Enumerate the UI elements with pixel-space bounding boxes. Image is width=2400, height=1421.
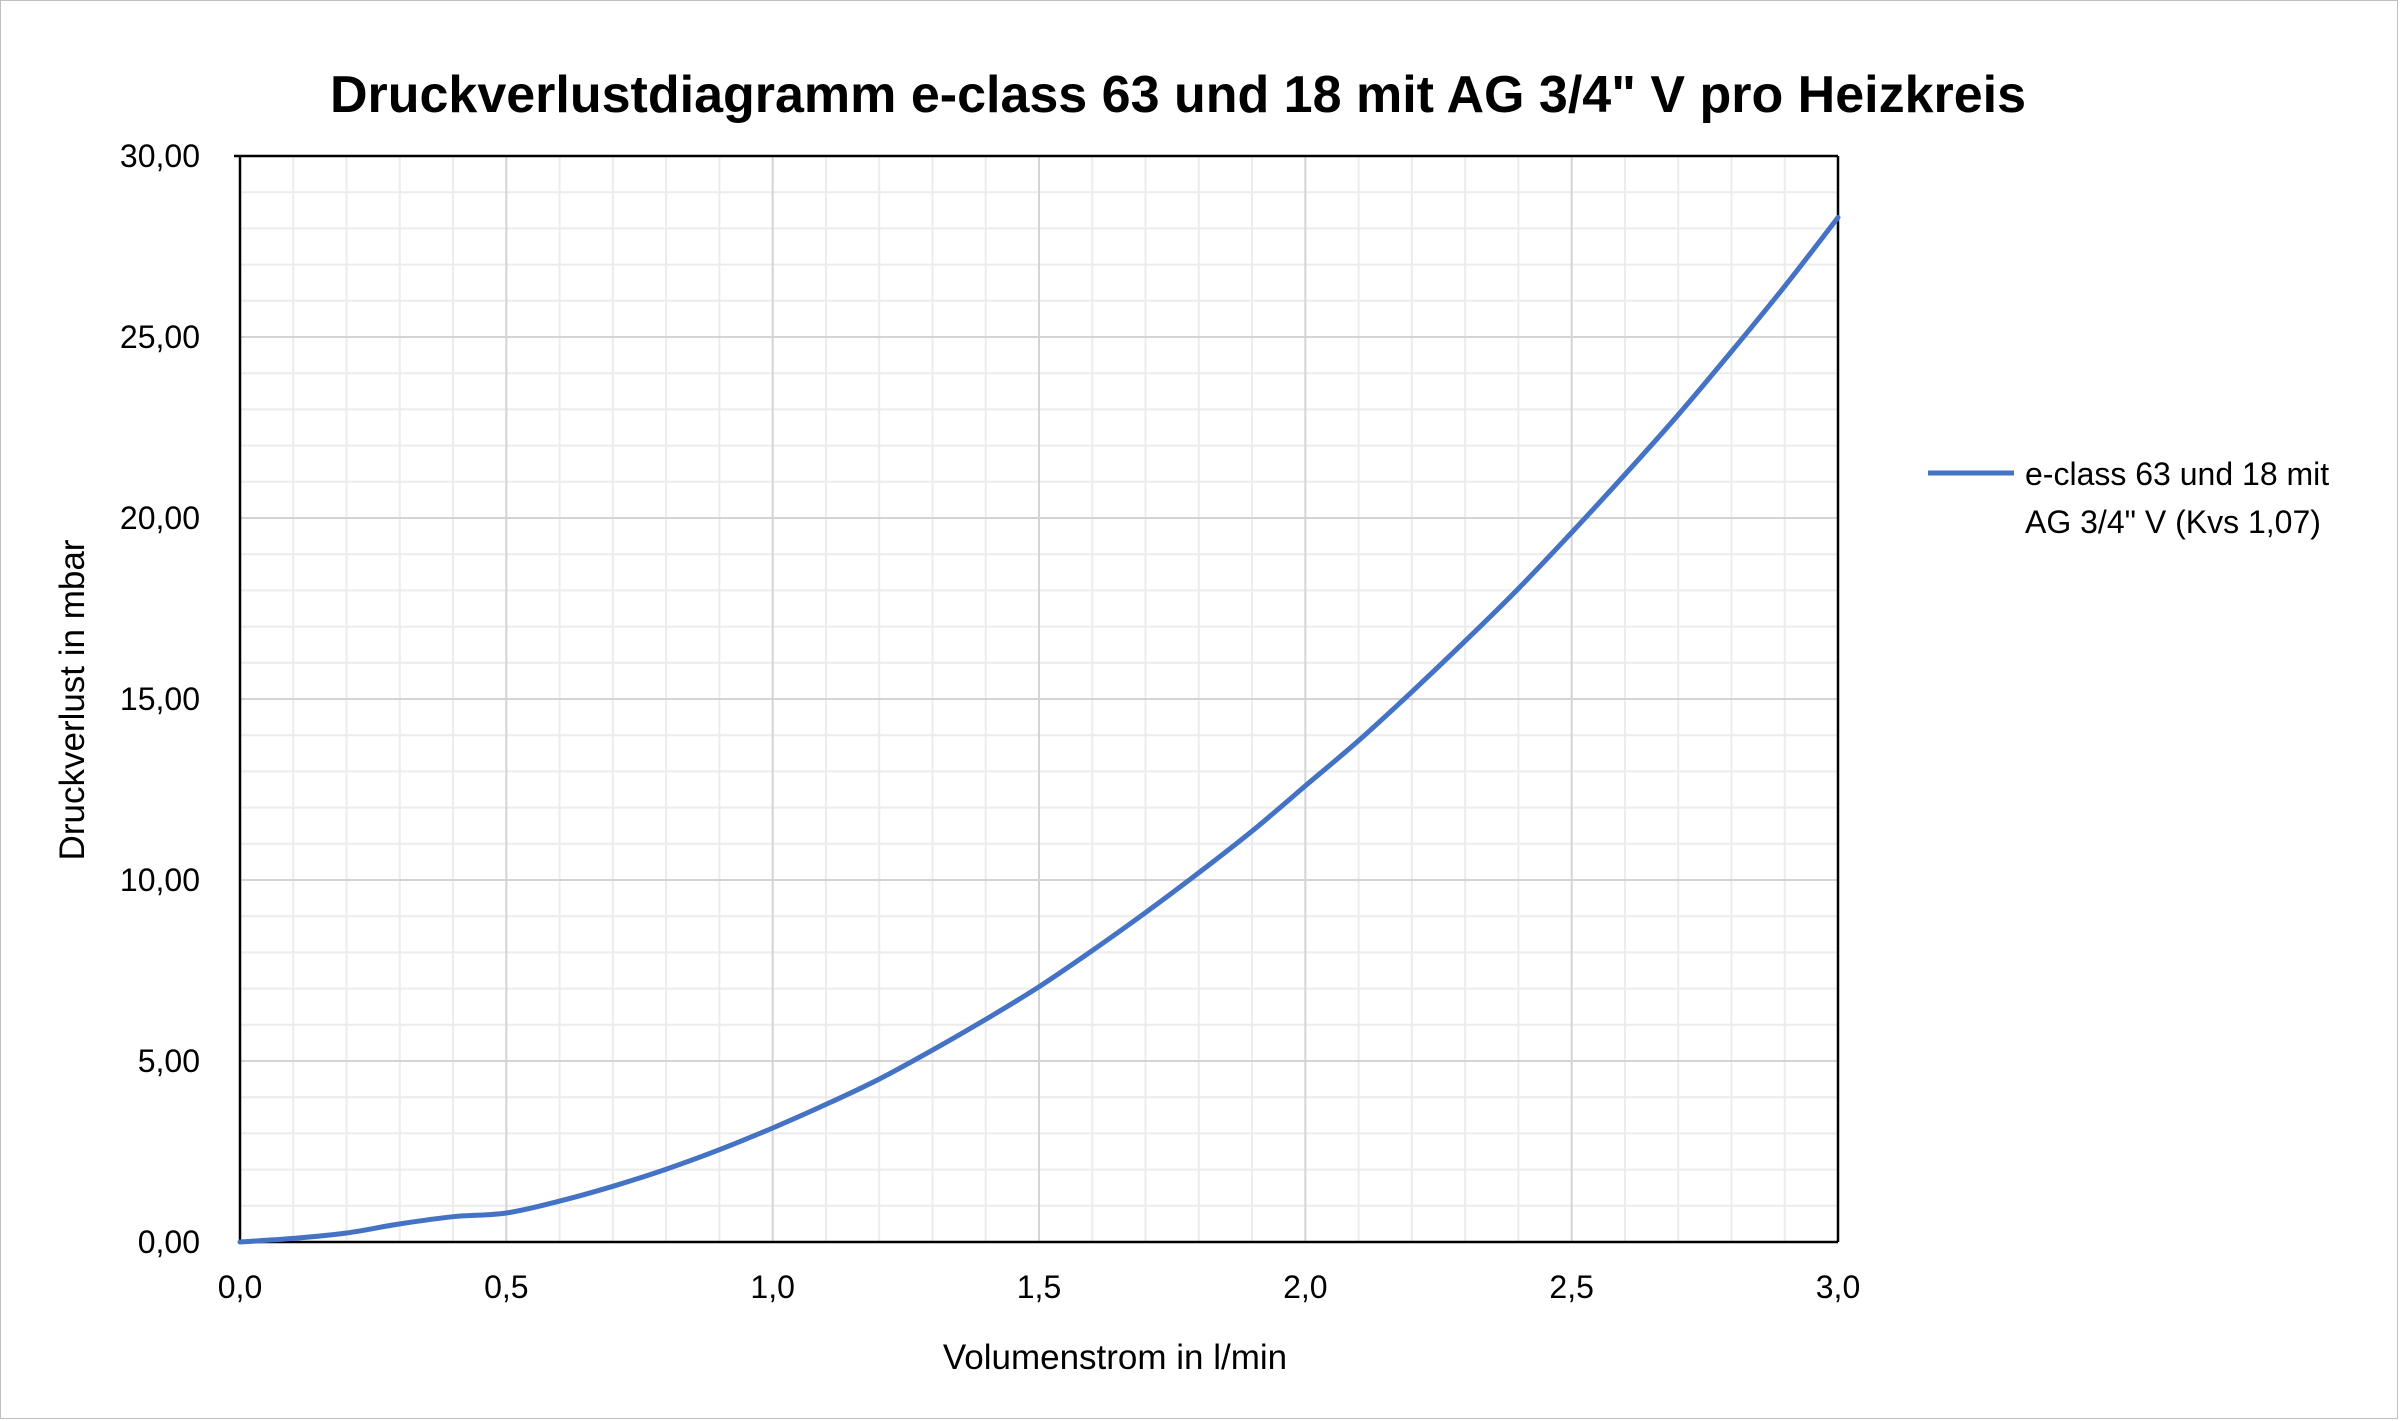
legend-label-line2: AG 3/4" V (Kvs 1,07) [2025,504,2321,540]
y-tick-labels: 0,00 5,00 10,00 15,00 20,00 25,00 30,00 [120,138,200,1260]
series-group [237,215,1841,1245]
legend-label-line1: e-class 63 und 18 mit [2025,456,2329,492]
y-axis-label: Druckverlust in mbar [53,539,92,860]
grid-major [240,155,1838,1242]
y-tick-label: 30,00 [120,138,200,174]
x-axis-label: Volumenstrom in l/min [943,1338,1287,1377]
x-tick-labels: 0,0 0,5 1,0 1,5 2,0 2,5 3,0 [218,1269,1860,1305]
y-tick-label: 25,00 [120,319,200,355]
y-tick-label: 20,00 [120,500,200,536]
y-tick-label: 0,00 [138,1224,200,1260]
series-line [237,215,1841,1245]
legend: e-class 63 und 18 mit AG 3/4" V (Kvs 1,0… [1928,456,2329,540]
y-tick-label: 5,00 [138,1043,200,1079]
x-tick-label: 0,0 [218,1269,262,1305]
x-tick-label: 3,0 [1816,1269,1860,1305]
x-tick-label: 2,0 [1283,1269,1327,1305]
axes [234,154,1840,1244]
x-tick-label: 2,5 [1549,1269,1593,1305]
y-tick-label: 10,00 [120,862,200,898]
x-tick-label: 0,5 [484,1269,528,1305]
x-tick-label: 1,0 [750,1269,794,1305]
x-tick-label: 1,5 [1017,1269,1061,1305]
y-tick-label: 15,00 [120,681,200,717]
chart-title: Druckverlustdiagramm e-class 63 und 18 m… [330,66,2026,124]
